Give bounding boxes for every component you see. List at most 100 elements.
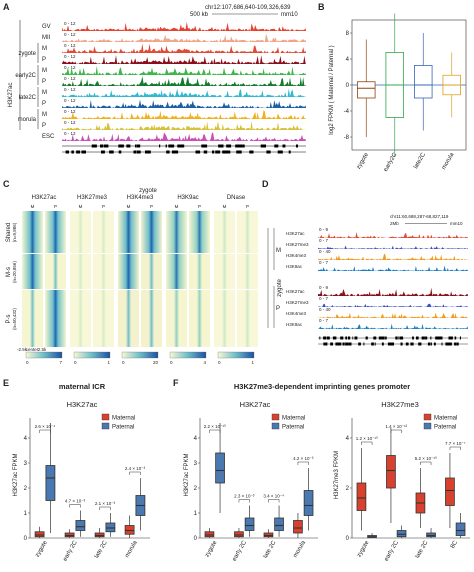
panel-a-gene-exon xyxy=(76,150,81,154)
panel-c-heatmap-cell xyxy=(22,254,43,289)
panel-c-mp-label: P xyxy=(246,204,249,209)
panel-a-gene-exon xyxy=(81,150,86,154)
panel-d-gene-exon xyxy=(385,336,387,340)
panel-d-track-range: 0 - 7 xyxy=(319,296,329,301)
panel-d-gene-exon xyxy=(380,336,383,340)
panel-d-gene-exon xyxy=(454,342,457,346)
chartE-category-label: zygote xyxy=(35,539,49,558)
legend-swatch xyxy=(423,422,432,430)
panel-c-heatmap-cell xyxy=(118,254,139,289)
panel-a-tracks: GV 0 - 12 MII 0 - 12 M 0 - 12 P 0 - 12 M 0 - 12 P 0… xyxy=(15,20,306,141)
panel-a-track-range: 0 - 12 xyxy=(64,54,76,59)
panel-a-signal-track xyxy=(62,65,306,75)
panel-d-gene-exon xyxy=(441,342,443,346)
panel-d-track-label: H3K4me3 xyxy=(286,311,307,316)
panel-c-mp-label: M xyxy=(79,204,83,209)
chartFR-category-label: zygote xyxy=(356,539,370,558)
panel-c-heatmap-cell xyxy=(214,290,235,347)
panel-d-signal-track xyxy=(318,253,468,260)
chartE-pvalue: 2.6 × 10⁻⁴ xyxy=(35,424,56,429)
panel-a-gene-exon xyxy=(133,150,137,154)
panel-d-gene-exon xyxy=(398,336,400,340)
panel-d-gene-exon xyxy=(378,336,381,340)
chartFL-paternal-box xyxy=(244,517,255,531)
chartFR-maternal-box xyxy=(445,477,455,506)
panel-a-gene-exon xyxy=(249,150,254,154)
panel-c-heatmap-cell xyxy=(237,211,258,253)
panel-c-row-n: (n=9,886) xyxy=(12,222,17,242)
panel-d-gene-exon xyxy=(347,336,351,340)
panel-e-ylabel: H3K27ac FPKM xyxy=(13,453,19,496)
panel-c-row-label: M-s xyxy=(6,267,12,277)
chartFL-ytick-label: 2 xyxy=(194,486,198,492)
panel-a-track-range: 0 - 12 xyxy=(64,32,76,37)
chartE-ytick-label: 4 xyxy=(24,436,28,442)
panel-c-column-header: DNase xyxy=(227,195,246,201)
panel-a-track-range: 0 - 12 xyxy=(64,98,76,103)
panel-c-colorbar-min: 0 xyxy=(74,360,77,365)
panel-d-gene-exon xyxy=(358,342,361,346)
chartFR-maternal-box xyxy=(386,455,396,489)
panel-a-gene-exon xyxy=(168,144,175,148)
panel-d-signal-track xyxy=(318,287,468,296)
panel-b-category-label: zygote xyxy=(356,151,370,170)
panel-d-gene-exon xyxy=(416,336,419,340)
panel-c-heatmap-cell xyxy=(189,211,210,253)
panel-a-gene-exon xyxy=(260,144,266,148)
panel-a-track-label: P xyxy=(42,123,46,129)
panel-a-genome-browser: chr12:107,686,640-109,326,639 500 kb mm1… xyxy=(8,5,306,154)
panel-c-heatmap-cell xyxy=(141,290,162,347)
panel-a-gene-exon xyxy=(296,144,298,148)
panel-c-heatmap-cell xyxy=(141,254,162,289)
chartFR-pvalue: 7.7 × 10⁻⁷ xyxy=(445,441,466,446)
panel-b-ytick-label: 0 xyxy=(346,83,350,89)
panel-d-gene-exon xyxy=(435,336,438,340)
panel-a-gene-exon xyxy=(159,144,161,148)
chartFL-paternal-box xyxy=(215,452,225,484)
panel-a-gene-exon xyxy=(212,150,215,154)
panel-d-gene-exon xyxy=(365,336,368,340)
panel-a-track-range: 0 - 12 xyxy=(64,21,76,26)
panel-c-colorbar-max: 4 xyxy=(203,360,206,365)
panel-a-coords: chr12:107,686,640-109,326,639 xyxy=(205,5,291,11)
chartFL-pvalue: 2.2 × 10⁻¹⁰ xyxy=(204,424,226,429)
legend-swatch xyxy=(101,422,110,430)
panel-a-track-label: M xyxy=(42,46,47,52)
panel-b-boxplot: log2 FPKM ( Maternal / Paternal ) 8 4 0 -4 -… xyxy=(329,13,467,173)
panel-a-track-label: P xyxy=(42,57,46,63)
chartE-maternal-box xyxy=(94,532,105,538)
panel-c-heatmap-cell xyxy=(166,254,187,289)
panel-c-heatmaps: zygote H3K27ac M P 0 7 H3K27me3 M P 0 1 H3K4me3 M P 0… xyxy=(6,188,258,365)
panel-d-track-label: H3K27ac xyxy=(286,289,305,294)
panel-a-gene-exon xyxy=(242,144,245,148)
panel-a-track-range: 0 - 12 xyxy=(64,120,76,125)
chartE-ytick-label: 2 xyxy=(24,486,28,492)
panel-label-e: E xyxy=(3,378,9,388)
panel-c-colorbar xyxy=(73,351,111,359)
panel-c-heatmap-cell xyxy=(141,211,162,253)
panel-c-colorbar-min: 0 xyxy=(218,360,221,365)
panel-a-gene-exon xyxy=(215,150,221,154)
panel-a-gene-exon xyxy=(288,150,291,154)
panel-d-gene-exon xyxy=(333,336,337,340)
panel-a-track-label: M xyxy=(42,68,47,74)
panel-d-signal-track xyxy=(318,312,468,318)
panel-c-row-label: Shared xyxy=(6,223,12,242)
panel-d-gene-exon xyxy=(325,342,328,346)
panel-a-gene-exon xyxy=(203,150,208,154)
chartFR-sig-bracket xyxy=(420,461,432,465)
panel-d-gene-exon xyxy=(342,342,345,346)
panel-a-signal-track xyxy=(62,132,306,141)
panel-c-mp-label: P xyxy=(102,204,105,209)
chartFR-pvalue: 1.4 × 10⁻¹² xyxy=(385,424,407,429)
panel-a-gene-exon xyxy=(100,144,104,148)
panel-a-gene-annotations xyxy=(62,144,306,154)
panel-a-group-label: morula xyxy=(18,117,37,123)
panel-d-gene-exon xyxy=(437,336,439,340)
panel-c-heatmap-cell xyxy=(70,290,91,347)
panel-c-column-header: H3K9ac xyxy=(177,195,198,201)
chartFR-pvalue: 5.2 × 10⁻¹⁰ xyxy=(415,456,437,461)
panel-c-heatmap-cell xyxy=(45,290,66,347)
panel-d-p-label: P xyxy=(276,306,280,312)
panel-a-gene-exon xyxy=(226,150,231,154)
